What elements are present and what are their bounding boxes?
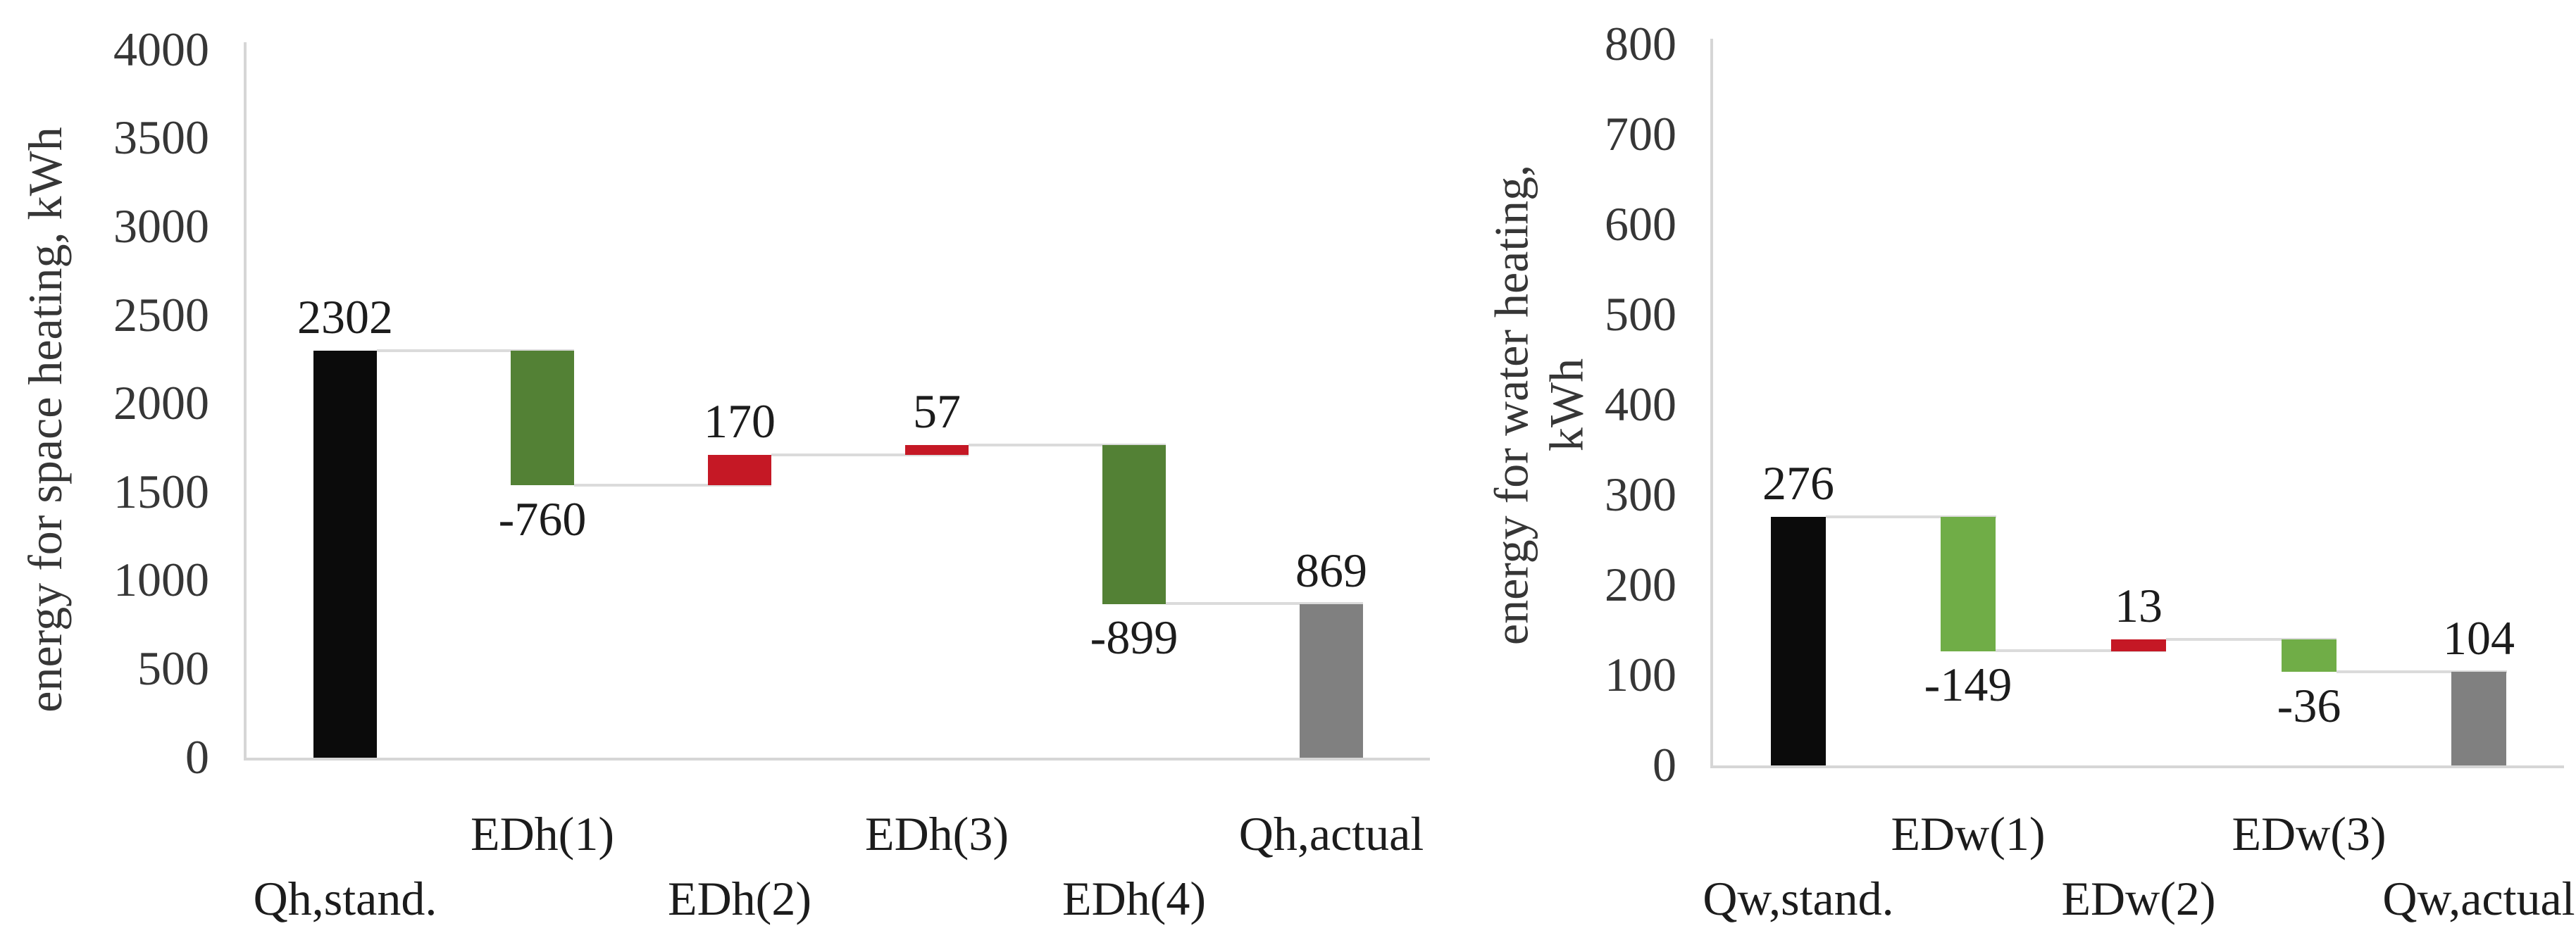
waterfall-bar	[1102, 445, 1166, 604]
y-tick-label: 500	[137, 642, 209, 695]
y-axis-line	[1710, 39, 1713, 768]
waterfall-bar	[2451, 672, 2506, 765]
category-label: EDh(2)	[668, 872, 811, 925]
y-axis-line	[244, 42, 247, 761]
x-axis-line	[244, 758, 1430, 761]
y-axis-title-line: energy for water heating,	[1484, 164, 1538, 646]
y-tick-label: 800	[1605, 17, 1676, 70]
category-label: EDw(2)	[2061, 872, 2216, 925]
y-tick-label: 400	[1605, 377, 1676, 431]
bar-value-label: 869	[1295, 544, 1367, 597]
y-tick-label: 200	[1605, 558, 1676, 611]
waterfall-bar	[2282, 639, 2337, 672]
x-axis-line	[1710, 765, 2564, 768]
waterfall-bar	[708, 455, 771, 485]
y-tick-label: 3000	[113, 199, 209, 253]
y-tick-label: 700	[1605, 107, 1676, 161]
category-label: EDw(1)	[1891, 807, 2046, 860]
connector-line	[969, 444, 1166, 446]
connector-line	[1996, 649, 2166, 652]
connector-line	[1826, 515, 1996, 518]
category-label: EDw(3)	[2232, 807, 2387, 860]
y-tick-label: 4000	[113, 23, 209, 76]
category-label: EDh(4)	[1062, 872, 1206, 925]
waterfall-bar	[1300, 604, 1363, 758]
y-tick-label: 0	[1653, 738, 1676, 791]
waterfall-bar	[1941, 517, 1996, 651]
waterfall-bar	[2111, 639, 2166, 651]
y-tick-label: 2000	[113, 376, 209, 430]
y-tick-label: 2500	[113, 288, 209, 342]
bar-value-label: -149	[1924, 658, 2012, 711]
bar-value-label: 104	[2443, 611, 2515, 665]
connector-line	[2337, 670, 2507, 673]
waterfall-bar	[511, 351, 574, 485]
waterfall-bar	[313, 351, 377, 758]
connector-line	[771, 453, 969, 456]
bar-value-label: 170	[704, 394, 776, 448]
y-tick-label: 500	[1605, 287, 1676, 341]
y-axis-title-line: kWh	[1539, 358, 1593, 452]
bar-value-label: 13	[2115, 579, 2163, 632]
y-tick-label: 100	[1605, 648, 1676, 701]
waterfall-bar	[905, 445, 969, 455]
y-axis-title: energy for water heating, kWh	[1484, 165, 1593, 645]
connector-line	[2166, 638, 2337, 641]
bar-value-label: 57	[913, 384, 961, 438]
bar-value-label: 276	[1762, 456, 1834, 510]
connector-line	[574, 484, 771, 487]
bar-value-label: -36	[2277, 679, 2341, 732]
waterfall-bar	[1771, 517, 1826, 765]
y-tick-label: 3500	[113, 111, 209, 164]
y-tick-label: 600	[1605, 197, 1676, 251]
category-label: EDh(3)	[865, 807, 1009, 860]
bar-value-label: 2302	[297, 290, 393, 344]
y-tick-label: 300	[1605, 468, 1676, 521]
category-label: Qh,actual	[1238, 807, 1424, 860]
y-tick-label: 1000	[113, 553, 209, 606]
category-label: Qw,actual	[2382, 872, 2575, 925]
y-tick-label: 1500	[113, 465, 209, 518]
connector-line	[377, 349, 574, 352]
bar-value-label: -899	[1090, 611, 1178, 664]
category-label: Qw,stand.	[1703, 872, 1894, 925]
bar-value-label: -760	[498, 492, 587, 546]
connector-line	[1166, 602, 1363, 605]
y-tick-label: 0	[185, 730, 209, 784]
category-label: EDh(1)	[471, 807, 614, 860]
category-label: Qh,stand.	[253, 872, 437, 925]
